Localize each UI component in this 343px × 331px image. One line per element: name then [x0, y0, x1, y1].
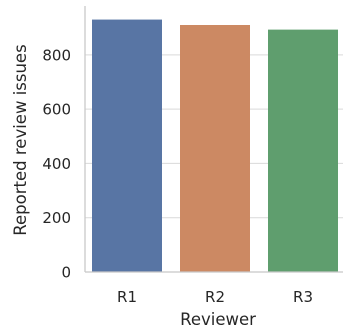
bars	[92, 19, 338, 273]
y-tick-label: 800	[42, 46, 71, 64]
x-axis-ticks: R1 R2 R3	[117, 288, 313, 306]
x-tick-label-r3: R3	[293, 288, 313, 306]
y-tick-label: 400	[42, 155, 71, 173]
x-tick-label-r2: R2	[205, 288, 225, 306]
y-tick-label: 200	[42, 209, 71, 227]
y-tick-label: 0	[61, 264, 71, 282]
bar-r3	[268, 29, 338, 272]
x-axis-label: Reviewer	[180, 310, 256, 329]
y-axis-ticks: 0 200 400 600 800	[42, 46, 71, 281]
bar-r2	[180, 25, 250, 272]
x-tick-label-r1: R1	[117, 288, 137, 306]
y-tick-label: 600	[42, 101, 71, 119]
bar-r1	[92, 19, 162, 273]
y-axis-label: Reported review issues	[11, 44, 30, 235]
